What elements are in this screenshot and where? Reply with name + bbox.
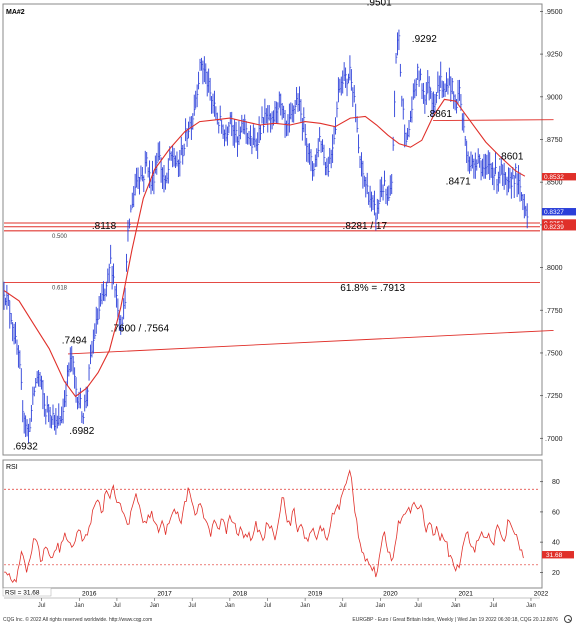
price-y-tick-label: .7250: [545, 393, 563, 400]
price-label-text: 0.8327: [544, 209, 564, 216]
x-tick-label: Jul: [264, 603, 272, 609]
x-tick-label: Jan: [300, 603, 310, 609]
x-year-label: 2016: [82, 591, 97, 598]
price-annotation: .9501: [367, 0, 392, 8]
x-year-label: 2020: [383, 591, 398, 598]
price-y-axis: .9500.9250.9000.8750.8500.8250.8000.7750…: [540, 9, 576, 443]
price-y-tick-label: .9000: [545, 94, 563, 101]
x-year-label: 2018: [233, 591, 248, 598]
price-annotation: .8861: [427, 109, 452, 120]
price-y-tick-label: .9500: [545, 9, 563, 16]
rsi-y-tick-label: 20: [552, 570, 560, 577]
rsi-line: [4, 469, 524, 584]
x-tick-label: Jan: [526, 603, 536, 609]
price-annotation: .8601: [498, 152, 523, 163]
moving-average-series: [3, 98, 526, 398]
price-series: [3, 29, 529, 444]
trendline: [433, 119, 554, 121]
price-annotation: .8118: [92, 221, 117, 232]
x-year-label: 2017: [157, 591, 172, 598]
price-annotation: .9292: [412, 34, 437, 45]
x-tick-label: Jul: [188, 603, 196, 609]
x-tick-label: Jan: [451, 603, 461, 609]
x-tick-label: Jan: [150, 603, 160, 609]
rsi-panel: RSI RSI = 31.68: [2, 459, 543, 597]
footer-copyright: CQG Inc. © 2022 All rights reserved worl…: [3, 616, 152, 623]
price-annotation: .6982: [69, 426, 94, 437]
price-y-tick-label: .8750: [545, 137, 563, 144]
price-annotation: .8471: [446, 177, 471, 188]
fib-level-label: 0.618: [52, 285, 68, 291]
main-panel-label: MA#2: [6, 9, 25, 16]
price-label-text: 0.8239: [544, 224, 564, 231]
price-annotation: .6932: [13, 441, 38, 452]
x-tick-label: Jan: [225, 603, 235, 609]
price-label-tag: [542, 223, 576, 231]
fib-level-label: 0.500: [52, 234, 68, 240]
footer-logo-icon: [564, 615, 572, 623]
price-y-tick-label: .7750: [545, 308, 563, 315]
footer-symbol-info: EURGBP - Euro / Great Britain Index, Wee…: [352, 617, 558, 623]
time-x-axis: Jul Jan Jul Jan Jul Jan Jul Jan Jul Jan Jul Jan Jul J…: [4, 591, 549, 609]
price-annotation: .8281 / 17: [343, 221, 388, 232]
x-tick-label: Jul: [489, 603, 497, 609]
x-tick-label: Jul: [113, 603, 121, 609]
rsi-panel-label: RSI: [6, 464, 18, 471]
annotations: .9501 .9292 .8861 .8601 .8471 .8281 / 17 .8118…: [13, 0, 524, 452]
x-year-label: 2019: [308, 591, 323, 598]
rsi-readout: RSI = 31.68: [5, 590, 40, 597]
price-label-text: 0.8532: [544, 174, 564, 181]
price-y-tick-label: .7000: [545, 436, 563, 443]
price-label-tag: [542, 208, 576, 216]
moving-average-line: [3, 98, 526, 398]
x-year-label: 2021: [458, 591, 473, 598]
rsi-y-tick-label: 40: [552, 540, 560, 547]
price-y-tick-label: .7500: [545, 350, 563, 357]
price-label-tag: [542, 219, 576, 227]
x-tick-label: Jan: [74, 603, 84, 609]
rsi-series: 80 60 40 20 31.68: [4, 469, 574, 584]
x-tick-label: Jul: [414, 603, 422, 609]
price-y-tick-label: .9250: [545, 52, 563, 59]
price-label-tag: [542, 173, 576, 181]
rsi-value-tag: [542, 551, 574, 559]
trendline: [67, 329, 554, 355]
rsi-panel-frame: [2, 459, 543, 589]
price-y-tick-label: .8000: [545, 265, 563, 272]
x-tick-label: Jan: [376, 603, 386, 609]
x-tick-label: Jul: [339, 603, 347, 609]
rsi-readout-box: [2, 587, 52, 597]
rsi-value-text: 31.68: [546, 552, 563, 559]
overlay-lines: 0.500 0.618: [4, 119, 554, 355]
price-annotation: .7494: [62, 336, 87, 347]
rsi-y-tick-label: 60: [552, 509, 560, 516]
price-annotation: 61.8% = .7913: [340, 283, 405, 294]
x-tick-label: Jul: [38, 603, 46, 609]
price-y-tick-label: .8500: [545, 180, 563, 187]
x-year-label: 2022: [534, 591, 549, 598]
rsi-y-tick-label: 80: [552, 479, 560, 486]
price-annotation: .7600 / .7564: [111, 324, 170, 335]
